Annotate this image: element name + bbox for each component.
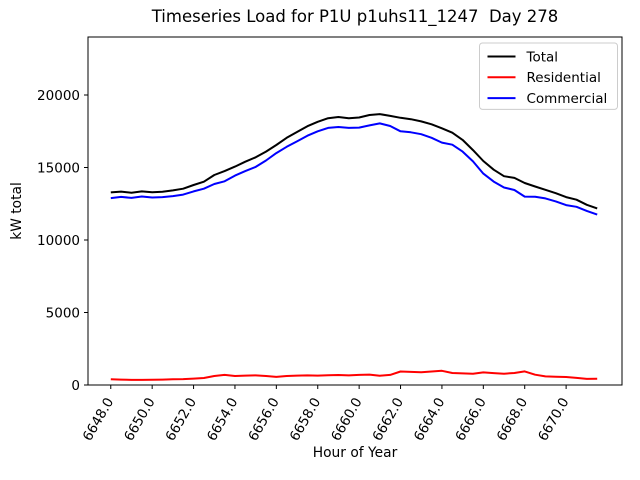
x-tick-label: 6650.0	[121, 395, 158, 444]
x-tick-label: 6648.0	[80, 395, 117, 444]
legend-box	[479, 42, 618, 110]
x-tick-label: 6658.0	[287, 395, 324, 444]
chart-title: Timeseries Load for P1U p1uhs11_1247 Day…	[151, 7, 559, 26]
y-tick-label: 10000	[37, 233, 80, 249]
series-line-residential	[110, 369, 598, 381]
legend-label-commercial: Commercial	[527, 91, 608, 107]
x-tick-label: 6662.0	[370, 395, 407, 444]
y-tick-label: 20000	[37, 88, 80, 104]
y-tick-label: 15000	[37, 160, 80, 176]
series-line-commercial	[110, 122, 598, 216]
plot-border	[87, 36, 623, 386]
x-tick-label: 6670.0	[535, 395, 572, 444]
x-tick-label: 6660.0	[328, 395, 365, 444]
x-tick-label: 6654.0	[204, 395, 241, 444]
x-tick-label: 6656.0	[245, 395, 282, 444]
x-tick-label: 6664.0	[411, 395, 448, 444]
x-tick-label: 6666.0	[452, 395, 489, 444]
x-tick-label: 6668.0	[494, 395, 531, 444]
y-tick-label: 5000	[46, 305, 80, 321]
x-axis-label: Hour of Year	[312, 445, 398, 461]
legend-label-total: Total	[526, 49, 559, 65]
series-line-total	[110, 113, 598, 210]
legend-label-residential: Residential	[527, 70, 601, 86]
x-tick-label: 6652.0	[163, 395, 200, 444]
y-tick-label: 0	[71, 378, 80, 394]
